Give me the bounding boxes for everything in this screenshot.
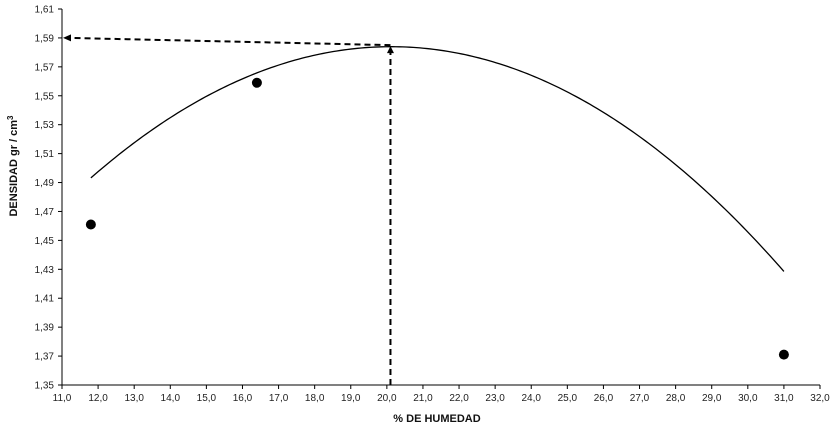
- x-tick-label: 19,0: [341, 393, 361, 404]
- tick-labels: 1,35 1,37 1,39 1,41 1,43 1,45 1,47 1,49 1,51 1,53…: [35, 5, 831, 405]
- x-tick-label: 26,0: [594, 393, 614, 404]
- x-axis-title: % DE HUMEDAD: [393, 413, 480, 425]
- x-tick-label: 12,0: [88, 393, 108, 404]
- y-tick-label: 1,53: [35, 120, 55, 131]
- y-tick-label: 1,49: [35, 178, 55, 189]
- x-tick-label: 25,0: [558, 393, 578, 404]
- x-tick-label: 18,0: [305, 393, 325, 404]
- x-tick-label: 30,0: [738, 393, 758, 404]
- optimum-vertical-arrowhead: [386, 46, 394, 54]
- y-tick-label: 1,55: [35, 91, 55, 102]
- x-tick-label: 31,0: [774, 393, 794, 404]
- y-tick-label: 1,39: [35, 323, 55, 334]
- optimum-horizontal-guide: [69, 36, 391, 47]
- optimum-horizontal-arrowhead: [63, 34, 71, 42]
- y-tick-label: 1,51: [35, 149, 55, 160]
- data-point: [251, 77, 262, 88]
- x-tick-label: 20,0: [377, 393, 397, 404]
- x-tick-label: 27,0: [630, 393, 650, 404]
- fit-curve-layer: [90, 46, 785, 272]
- x-tick-label: 16,0: [233, 393, 253, 404]
- x-tick-label: 24,0: [522, 393, 542, 404]
- y-tick-label: 1,37: [35, 352, 55, 363]
- x-tick-label: 28,0: [666, 393, 686, 404]
- y-axis-title-main: DENSIDAD gr / cm: [8, 120, 20, 217]
- x-tick-label: 29,0: [702, 393, 722, 404]
- data-point: [85, 219, 96, 230]
- y-tick-label: 1,45: [35, 236, 55, 247]
- data-point: [778, 349, 789, 360]
- x-tick-label: 32,0: [810, 393, 830, 404]
- x-tick-label: 23,0: [485, 393, 505, 404]
- y-tick-label: 1,47: [35, 207, 55, 218]
- y-tick-label: 1,59: [35, 33, 55, 44]
- x-tick-label: 13,0: [124, 393, 144, 404]
- y-axis-title: DENSIDAD gr / cm3: [6, 115, 20, 217]
- optimum-guides: [63, 34, 394, 385]
- x-tick-label: 21,0: [413, 393, 433, 404]
- x-tick-label: 22,0: [449, 393, 469, 404]
- y-axis-title-superscript: 3: [6, 115, 15, 120]
- x-tick-label: 15,0: [197, 393, 217, 404]
- y-tick-label: 1,57: [35, 62, 55, 73]
- x-tick-label: 14,0: [161, 393, 181, 404]
- x-tick-label: 11,0: [53, 393, 72, 404]
- fit-curve-line: [90, 46, 785, 272]
- y-tick-label: 1,61: [35, 5, 55, 16]
- x-tick-label: 17,0: [269, 393, 289, 404]
- y-tick-label: 1,43: [35, 265, 55, 276]
- axes: [58, 8, 821, 389]
- data-points: [85, 77, 789, 360]
- y-tick-label: 1,35: [35, 381, 55, 392]
- y-tick-label: 1,41: [35, 294, 55, 305]
